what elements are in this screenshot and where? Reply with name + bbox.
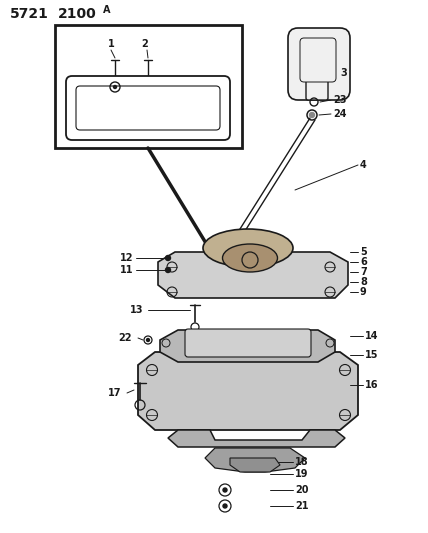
Text: 15: 15 bbox=[365, 350, 378, 360]
Text: 8: 8 bbox=[360, 277, 367, 287]
Text: 16: 16 bbox=[365, 380, 378, 390]
FancyBboxPatch shape bbox=[288, 28, 350, 100]
Text: 22: 22 bbox=[118, 333, 131, 343]
Circle shape bbox=[146, 338, 149, 342]
Circle shape bbox=[166, 268, 170, 272]
Text: 19: 19 bbox=[295, 469, 309, 479]
Circle shape bbox=[223, 488, 227, 492]
FancyBboxPatch shape bbox=[306, 78, 328, 100]
Ellipse shape bbox=[223, 244, 277, 272]
Text: 24: 24 bbox=[333, 109, 347, 119]
Text: 7: 7 bbox=[360, 267, 367, 277]
Polygon shape bbox=[158, 252, 348, 298]
Text: 6: 6 bbox=[360, 257, 367, 267]
Text: 3: 3 bbox=[340, 68, 347, 78]
FancyBboxPatch shape bbox=[66, 76, 230, 140]
FancyBboxPatch shape bbox=[185, 329, 311, 357]
Text: 5: 5 bbox=[360, 247, 367, 257]
Text: 14: 14 bbox=[365, 331, 378, 341]
FancyBboxPatch shape bbox=[300, 38, 336, 82]
Polygon shape bbox=[168, 430, 345, 447]
Text: 20: 20 bbox=[295, 485, 309, 495]
Ellipse shape bbox=[203, 229, 293, 267]
Text: 23: 23 bbox=[333, 95, 347, 105]
Text: 12: 12 bbox=[120, 253, 134, 263]
FancyBboxPatch shape bbox=[76, 86, 220, 130]
Text: 18: 18 bbox=[295, 457, 309, 467]
Text: 13: 13 bbox=[130, 305, 143, 315]
Polygon shape bbox=[160, 330, 335, 362]
Polygon shape bbox=[230, 458, 280, 472]
Text: 5721: 5721 bbox=[10, 7, 49, 21]
Circle shape bbox=[309, 112, 315, 117]
Bar bbox=[308, 60, 326, 90]
Text: 17: 17 bbox=[108, 388, 122, 398]
Circle shape bbox=[166, 255, 170, 261]
Bar bbox=[55, 25, 242, 148]
Text: 9: 9 bbox=[360, 287, 367, 297]
Text: 21: 21 bbox=[295, 501, 309, 511]
Polygon shape bbox=[205, 448, 305, 472]
Polygon shape bbox=[138, 352, 358, 430]
Text: 11: 11 bbox=[120, 265, 134, 275]
Text: 2: 2 bbox=[142, 39, 149, 49]
Text: 4: 4 bbox=[360, 160, 367, 170]
Text: 2100: 2100 bbox=[58, 7, 97, 21]
Circle shape bbox=[223, 504, 227, 508]
Circle shape bbox=[113, 85, 116, 88]
Text: 1: 1 bbox=[107, 39, 114, 49]
Text: A: A bbox=[103, 5, 110, 15]
